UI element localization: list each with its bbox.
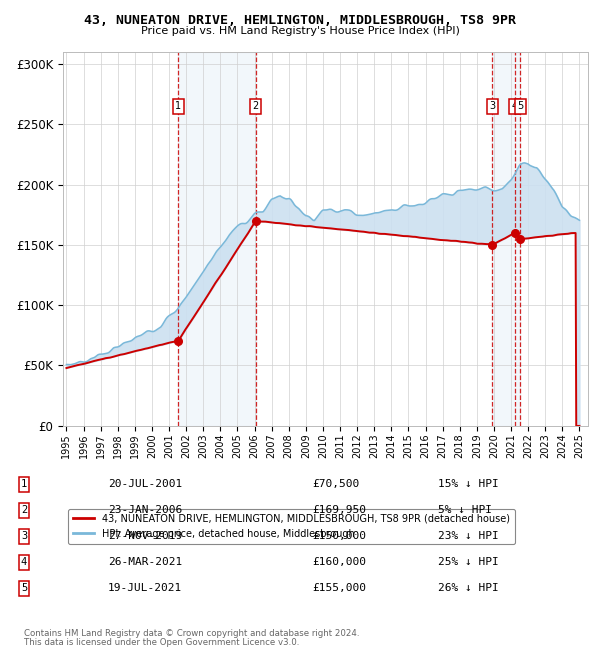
Text: Contains HM Land Registry data © Crown copyright and database right 2024.: Contains HM Land Registry data © Crown c… bbox=[24, 629, 359, 638]
Text: 15% ↓ HPI: 15% ↓ HPI bbox=[438, 479, 499, 489]
Text: 23-JAN-2006: 23-JAN-2006 bbox=[108, 505, 182, 515]
Text: £169,950: £169,950 bbox=[312, 505, 366, 515]
Text: £70,500: £70,500 bbox=[312, 479, 359, 489]
Text: £150,000: £150,000 bbox=[312, 531, 366, 541]
Text: 26% ↓ HPI: 26% ↓ HPI bbox=[438, 583, 499, 593]
Text: 5: 5 bbox=[21, 583, 27, 593]
Text: 4: 4 bbox=[512, 101, 518, 111]
Text: 23% ↓ HPI: 23% ↓ HPI bbox=[438, 531, 499, 541]
Text: Price paid vs. HM Land Registry's House Price Index (HPI): Price paid vs. HM Land Registry's House … bbox=[140, 26, 460, 36]
Text: 26-MAR-2021: 26-MAR-2021 bbox=[108, 557, 182, 567]
Text: 3: 3 bbox=[21, 531, 27, 541]
Text: 2: 2 bbox=[21, 505, 27, 515]
Text: 4: 4 bbox=[21, 557, 27, 567]
Text: 2: 2 bbox=[253, 101, 259, 111]
Text: 5: 5 bbox=[517, 101, 524, 111]
Text: 1: 1 bbox=[21, 479, 27, 489]
Legend: 43, NUNEATON DRIVE, HEMLINGTON, MIDDLESBROUGH, TS8 9PR (detached house), HPI: Av: 43, NUNEATON DRIVE, HEMLINGTON, MIDDLESB… bbox=[68, 509, 515, 543]
Text: £160,000: £160,000 bbox=[312, 557, 366, 567]
Bar bbox=[492, 52, 520, 426]
Text: £155,000: £155,000 bbox=[312, 583, 366, 593]
Text: 27-NOV-2019: 27-NOV-2019 bbox=[108, 531, 182, 541]
Text: 5% ↓ HPI: 5% ↓ HPI bbox=[438, 505, 492, 515]
Text: This data is licensed under the Open Government Licence v3.0.: This data is licensed under the Open Gov… bbox=[24, 638, 299, 647]
Bar bbox=[178, 52, 256, 426]
Text: 43, NUNEATON DRIVE, HEMLINGTON, MIDDLESBROUGH, TS8 9PR: 43, NUNEATON DRIVE, HEMLINGTON, MIDDLESB… bbox=[84, 14, 516, 27]
Text: 1: 1 bbox=[175, 101, 181, 111]
Text: 20-JUL-2001: 20-JUL-2001 bbox=[108, 479, 182, 489]
Text: 19-JUL-2021: 19-JUL-2021 bbox=[108, 583, 182, 593]
Text: 25% ↓ HPI: 25% ↓ HPI bbox=[438, 557, 499, 567]
Text: 3: 3 bbox=[489, 101, 495, 111]
